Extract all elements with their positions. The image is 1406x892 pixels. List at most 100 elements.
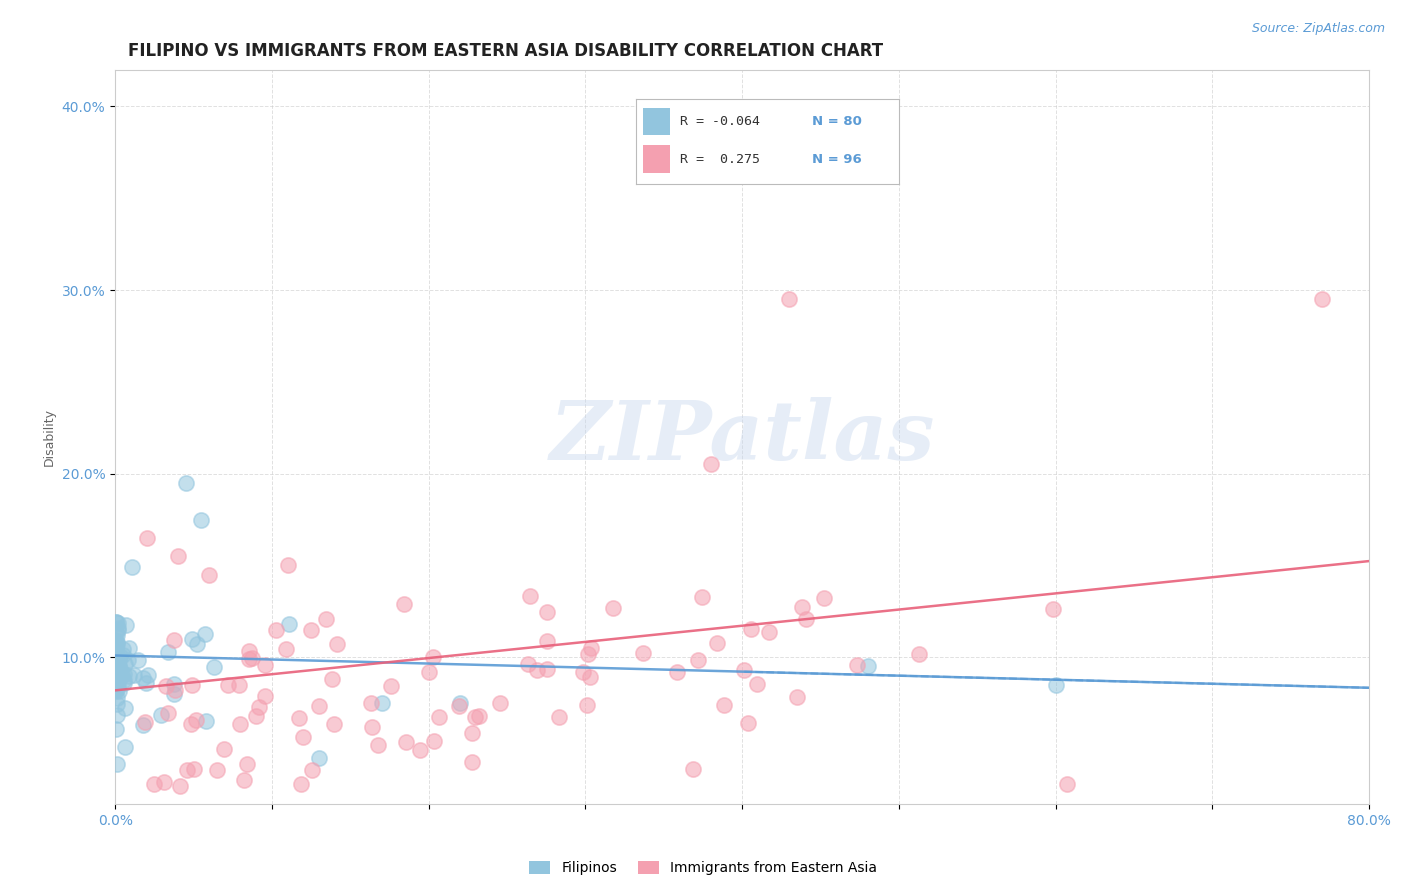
Point — [467, 709, 489, 723]
Point — [758, 624, 780, 639]
Point — [449, 696, 471, 710]
Point — [278, 617, 301, 632]
Point — [105, 660, 128, 674]
Point — [163, 632, 186, 647]
Point — [107, 678, 129, 692]
Point — [152, 775, 174, 789]
Point — [232, 772, 254, 787]
Point — [181, 677, 204, 691]
Point — [326, 637, 349, 651]
Point — [107, 621, 129, 635]
Point — [778, 292, 800, 306]
Point — [238, 644, 260, 658]
Point — [105, 708, 128, 723]
Point — [104, 681, 127, 695]
Point — [135, 531, 157, 545]
Point — [700, 458, 723, 472]
Legend: Filipinos, Immigrants from Eastern Asia: Filipinos, Immigrants from Eastern Asia — [523, 855, 883, 880]
Point — [112, 675, 135, 690]
Point — [1310, 292, 1333, 306]
Point — [104, 649, 127, 664]
Point — [576, 698, 599, 713]
Point — [449, 698, 471, 713]
Point — [104, 665, 127, 679]
Point — [105, 673, 128, 688]
Point — [790, 599, 813, 614]
Point — [107, 652, 129, 666]
Point — [315, 612, 337, 626]
Point — [254, 689, 277, 703]
Point — [105, 615, 128, 629]
Point — [277, 558, 299, 572]
Point — [132, 718, 155, 732]
Point — [190, 512, 212, 526]
Point — [217, 678, 239, 692]
Point — [706, 636, 728, 650]
Point — [686, 653, 709, 667]
Point — [392, 597, 415, 611]
Point — [308, 699, 330, 714]
Point — [214, 742, 236, 756]
Point — [127, 653, 149, 667]
Point — [380, 679, 402, 693]
Point — [740, 622, 762, 636]
Point — [690, 590, 713, 604]
Y-axis label: Disability: Disability — [44, 408, 56, 466]
Point — [370, 696, 392, 710]
Point — [105, 681, 128, 696]
Point — [105, 635, 128, 649]
Point — [845, 657, 868, 672]
Point — [183, 762, 205, 776]
Point — [104, 669, 127, 683]
Point — [464, 710, 486, 724]
Point — [117, 653, 139, 667]
Point — [429, 710, 451, 724]
Point — [418, 665, 440, 679]
Point — [813, 591, 835, 605]
Point — [156, 706, 179, 720]
Point — [108, 648, 131, 663]
Point — [105, 648, 128, 663]
Point — [274, 641, 297, 656]
Point — [180, 632, 202, 646]
Point — [104, 682, 127, 697]
Point — [526, 664, 548, 678]
Point — [121, 560, 143, 574]
Point — [409, 743, 432, 757]
Point — [138, 667, 160, 681]
Point — [132, 671, 155, 685]
Point — [107, 659, 129, 673]
Point — [245, 709, 267, 723]
Point — [105, 637, 128, 651]
Point — [135, 676, 157, 690]
Point — [180, 717, 202, 731]
Point — [536, 662, 558, 676]
Point — [666, 665, 689, 679]
Point — [184, 713, 207, 727]
Point — [112, 673, 135, 687]
Point — [299, 624, 322, 638]
Point — [579, 640, 602, 655]
Point — [602, 601, 624, 615]
Point — [1042, 602, 1064, 616]
Point — [163, 682, 186, 697]
Point — [422, 649, 444, 664]
Point — [134, 714, 156, 729]
Point — [516, 657, 538, 672]
Point — [1056, 777, 1078, 791]
Point — [572, 665, 595, 679]
Point — [169, 779, 191, 793]
Point — [107, 658, 129, 673]
Point — [104, 633, 127, 648]
Point — [228, 678, 250, 692]
Point — [240, 650, 263, 665]
Point — [519, 589, 541, 603]
Point — [682, 762, 704, 776]
Point — [287, 711, 309, 725]
Point — [367, 739, 389, 753]
Point — [202, 660, 225, 674]
Point — [1045, 678, 1067, 692]
Point — [247, 699, 270, 714]
Point — [856, 659, 879, 673]
Point — [536, 605, 558, 619]
